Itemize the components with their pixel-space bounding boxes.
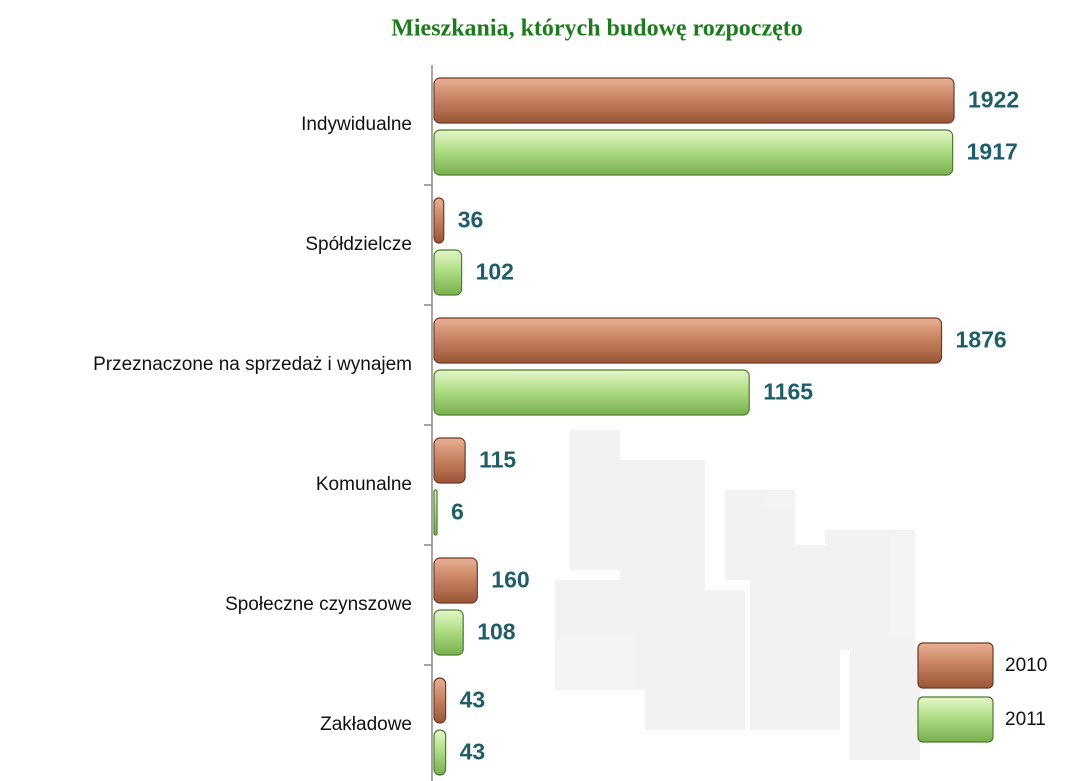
value-label: 1922 [968, 87, 1019, 113]
value-label: 1165 [763, 379, 813, 405]
legend-label: 2010 [1005, 655, 1047, 676]
legend-label: 2011 [1005, 709, 1046, 730]
bar [433, 489, 438, 536]
bar [433, 369, 750, 416]
bar [433, 129, 954, 176]
value-label: 160 [491, 567, 529, 593]
value-label: 43 [460, 739, 486, 765]
bar [433, 677, 447, 724]
bar [433, 197, 445, 244]
value-label: 36 [458, 207, 484, 233]
chart-title: Mieszkania, których budowę rozpoczęto [391, 16, 803, 42]
category-label: Przeznaczone na sprzedaż i wynajem [93, 354, 412, 375]
value-label: 115 [479, 447, 516, 473]
category-label: Komunalne [316, 474, 412, 495]
bar [433, 437, 466, 484]
category-label: Zakładowe [320, 714, 412, 735]
value-label: 43 [460, 687, 486, 713]
bar [433, 77, 955, 124]
bar [433, 249, 463, 296]
value-label: 6 [451, 499, 464, 525]
category-label: Społeczne czynszowe [225, 594, 412, 615]
bar [433, 317, 943, 364]
category-label: Indywidualne [301, 114, 412, 135]
legend-swatch [917, 642, 994, 689]
bar [433, 729, 447, 776]
background-buildings [555, 430, 920, 760]
bar [433, 557, 478, 604]
category-label: Spółdzielcze [305, 234, 412, 255]
legend-swatch [917, 696, 994, 743]
value-label: 102 [476, 259, 514, 285]
value-label: 1917 [967, 139, 1018, 165]
value-label: 1876 [956, 327, 1007, 353]
value-label: 108 [477, 619, 516, 645]
bar [433, 609, 464, 656]
